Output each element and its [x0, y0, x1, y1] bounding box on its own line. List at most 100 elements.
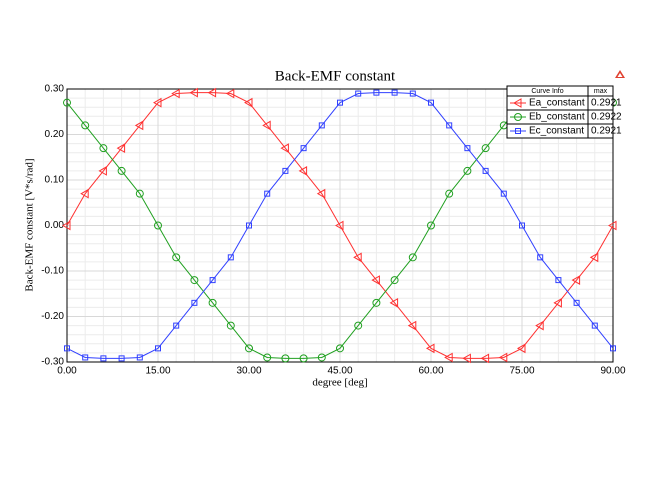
data-point: [264, 190, 271, 197]
x-tick-label: 30.00: [236, 366, 261, 377]
x-tick-label: 15.00: [145, 366, 170, 377]
x-tick-label: 90.00: [600, 366, 625, 377]
legend-max: 0.2921: [591, 98, 622, 109]
data-point: [337, 99, 343, 106]
data-point: [208, 298, 217, 307]
data-point: [263, 353, 272, 362]
legend-marker: [515, 128, 521, 134]
data-point: [463, 166, 472, 175]
data-point: [462, 353, 471, 364]
data-point: [61, 220, 71, 231]
data-point: [428, 99, 434, 106]
data-point: [298, 166, 308, 176]
data-point: [155, 345, 161, 352]
series-line: [66, 92, 614, 359]
data-point: [63, 98, 71, 107]
data-point: [245, 344, 253, 353]
data-point: [427, 221, 435, 230]
data-point: [390, 276, 399, 285]
data-point: [591, 322, 598, 329]
x-tick-label: 0.00: [57, 366, 77, 377]
data-point: [389, 297, 399, 308]
data-point: [209, 277, 216, 284]
data-point: [100, 355, 107, 362]
data-point: [80, 188, 89, 199]
data-point: [482, 167, 489, 174]
data-point: [553, 297, 562, 308]
legend-header: max: [594, 88, 608, 95]
data-point: [152, 97, 162, 108]
series-line: [66, 92, 614, 359]
legend-max: 0.2921: [591, 126, 622, 137]
data-point: [99, 144, 108, 153]
data-point: [373, 89, 380, 96]
legend-marker: [512, 98, 522, 108]
data-point: [519, 222, 525, 229]
y-tick-label: 0.10: [45, 175, 65, 186]
legend-label: Ea_constant: [529, 98, 585, 109]
data-point: [537, 254, 544, 261]
data-point: [589, 252, 599, 263]
data-point: [571, 275, 581, 285]
data-point: [391, 89, 398, 96]
data-point: [371, 275, 380, 285]
legend-box: [506, 85, 614, 139]
data-point: [243, 97, 253, 108]
legend-label: Ec_constant: [529, 126, 584, 137]
legend-max: 0.2922: [591, 112, 622, 123]
data-point: [172, 253, 181, 262]
data-point: [444, 352, 453, 363]
data-point: [280, 143, 289, 154]
x-axis-label: degree [deg]: [312, 377, 367, 389]
data-point: [498, 352, 508, 363]
data-point: [408, 253, 417, 262]
data-point: [171, 88, 180, 99]
data-point: [464, 145, 471, 152]
data-point: [446, 122, 453, 129]
data-point: [318, 122, 325, 129]
warning-icon: [615, 70, 625, 78]
chart-title: Back-EMF constant: [275, 68, 396, 84]
y-tick-label: -0.30: [41, 357, 64, 368]
data-point: [281, 354, 290, 363]
data-point: [481, 144, 490, 153]
data-point: [173, 322, 180, 329]
data-point: [425, 343, 435, 354]
data-point: [445, 189, 454, 198]
data-point: [480, 353, 490, 364]
data-point: [353, 252, 362, 263]
data-point: [118, 355, 125, 362]
data-point: [116, 143, 126, 154]
legend-marker: [514, 113, 522, 121]
data-point: [64, 345, 70, 352]
data-point: [300, 145, 307, 152]
y-tick-label: -0.20: [41, 311, 64, 322]
legend: Curve Info max Ea_constant 0.2921 Eb_constan…: [506, 85, 622, 139]
data-point: [355, 90, 362, 97]
data-point: [610, 345, 616, 352]
data-point: [117, 166, 126, 175]
data-point: [225, 88, 235, 99]
data-point: [372, 298, 381, 307]
data-point: [262, 120, 271, 131]
x-tick-label: 45.00: [327, 366, 352, 377]
data-point: [316, 188, 326, 199]
data-point: [500, 190, 507, 197]
data-point: [227, 254, 234, 261]
data-point: [535, 320, 544, 331]
x-tick-label: 75.00: [509, 366, 534, 377]
data-point: [154, 221, 162, 230]
data-point: [282, 167, 289, 174]
data-point: [226, 321, 235, 330]
data-point: [555, 277, 562, 284]
data-point: [190, 276, 199, 285]
y-tick-label: 0.30: [45, 84, 65, 95]
legend-label: Eb_constant: [529, 112, 585, 123]
data-point: [407, 320, 417, 331]
data-point: [317, 353, 326, 362]
data-point: [98, 166, 107, 176]
data-point: [607, 220, 617, 231]
data-point: [191, 299, 198, 306]
data-point: [189, 87, 198, 98]
